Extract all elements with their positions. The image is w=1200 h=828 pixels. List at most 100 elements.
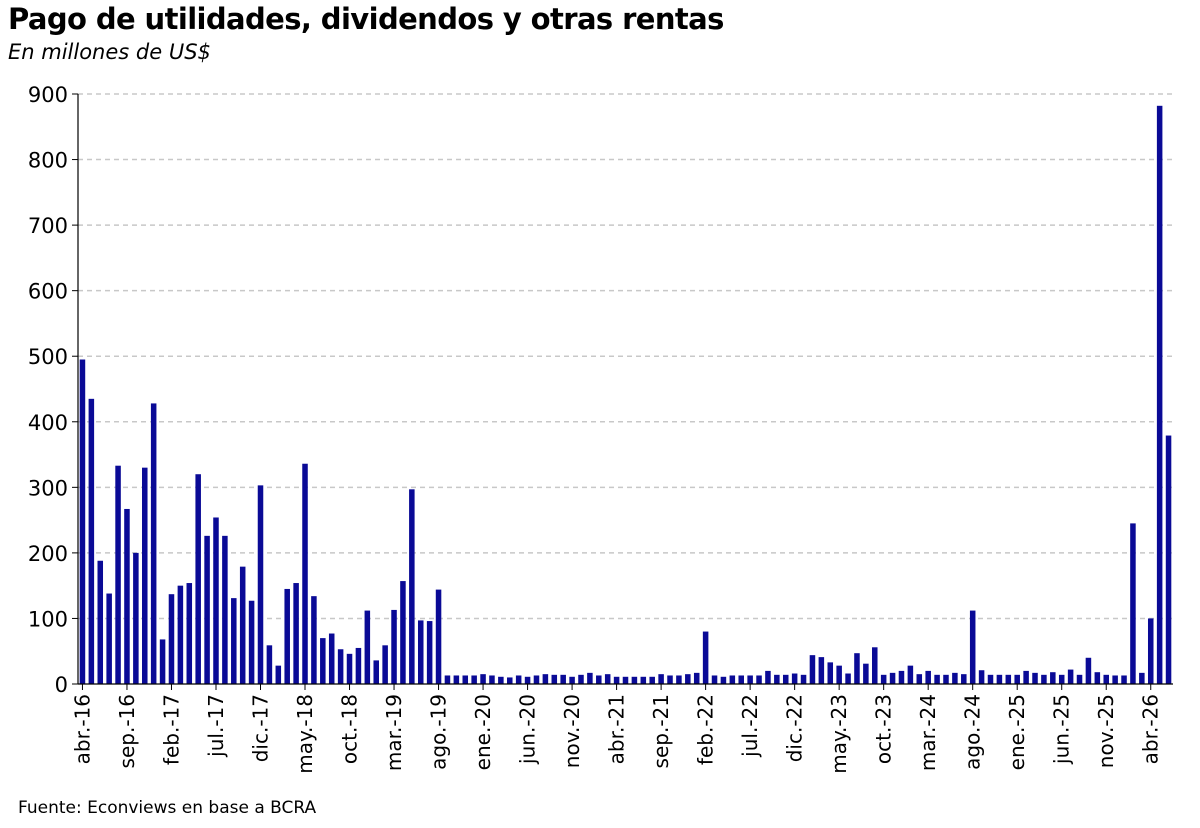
bar [1058, 674, 1065, 684]
bar [889, 672, 896, 684]
x-tick-label: ago.-19 [427, 694, 451, 770]
bar [978, 670, 985, 684]
y-tick-label: 500 [28, 345, 68, 369]
bar [916, 674, 923, 684]
bar [1112, 675, 1118, 684]
bar [845, 673, 851, 684]
bar [1130, 523, 1136, 684]
bar [649, 676, 655, 684]
bar [551, 674, 558, 684]
bar [391, 609, 397, 684]
x-tick-label: may.-23 [827, 694, 851, 774]
x-tick-label: ene.-20 [471, 694, 495, 770]
bar [1147, 618, 1154, 684]
x-tick-label: abr.-21 [605, 694, 629, 764]
bar [952, 672, 958, 684]
bar [150, 403, 157, 684]
chart-subtitle: En millones de US$ [8, 40, 211, 64]
y-tick-label: 800 [28, 149, 68, 173]
bar [1094, 672, 1101, 684]
bar [907, 665, 914, 684]
y-tick-label: 0 [55, 673, 68, 697]
bar [507, 677, 513, 684]
bar [177, 585, 184, 684]
bar [409, 489, 415, 684]
bar [302, 463, 308, 684]
x-tick-label: mar.-19 [382, 694, 406, 771]
x-tick-label: jul.-17 [204, 694, 228, 758]
bar [293, 583, 299, 684]
x-tick-label: feb.-22 [694, 694, 718, 765]
bar [311, 596, 317, 684]
bar [1041, 674, 1047, 684]
bar [569, 676, 575, 684]
bar [613, 676, 620, 684]
bar [444, 675, 451, 684]
y-tick-label: 300 [28, 476, 68, 500]
bar [1005, 674, 1012, 684]
x-tick-label: jun.-20 [516, 694, 540, 765]
bar [373, 660, 379, 684]
x-tick-label: sep.-16 [115, 694, 139, 768]
bar [667, 675, 673, 684]
bar [1014, 674, 1020, 684]
bar [462, 675, 469, 684]
bar [337, 649, 344, 684]
bar [1121, 675, 1127, 684]
bar [426, 621, 433, 684]
bar [756, 675, 762, 684]
bar [747, 675, 753, 684]
x-tick-label: abr.-26 [1139, 694, 1163, 764]
x-tick-label: oct.-23 [872, 694, 896, 764]
bar-chart: 0 100 200 300 400 500 600 700 800 900 abr.-16 sep.… [28, 83, 1173, 774]
bar [738, 675, 744, 684]
bar [587, 672, 593, 684]
bar [791, 673, 798, 684]
bar [195, 474, 201, 684]
bar [168, 594, 175, 684]
bar [676, 675, 682, 684]
x-tick-label: may.-18 [293, 694, 317, 774]
y-tick-label: 600 [28, 280, 68, 304]
x-tick-label: ene.-25 [1005, 694, 1029, 770]
axes [72, 93, 1173, 690]
bar [969, 610, 976, 684]
bar [320, 638, 326, 684]
bar [159, 639, 166, 684]
source-note: Fuente: Econviews en base a BCRA [18, 798, 317, 818]
bar [79, 359, 86, 684]
bar [934, 674, 940, 684]
x-tick-label: jul.-22 [738, 694, 762, 758]
bar [578, 674, 584, 684]
x-tick-label: feb.-17 [159, 694, 183, 765]
bar [533, 675, 540, 684]
bar [720, 676, 727, 684]
bar [809, 655, 816, 684]
x-tick-label: ago.-24 [961, 694, 985, 770]
x-tick-label: sep.-21 [649, 694, 673, 768]
x-tick-label: dic.-22 [783, 694, 807, 762]
bar [1023, 670, 1029, 684]
bar [631, 676, 638, 684]
bar [987, 674, 994, 684]
bar [702, 631, 709, 684]
bar [1050, 672, 1056, 684]
bar [213, 517, 219, 684]
bar [925, 670, 931, 684]
bar [1156, 105, 1163, 685]
bar [1139, 672, 1145, 684]
bar [204, 535, 210, 684]
bar [961, 674, 967, 684]
bar [1076, 674, 1083, 684]
gridlines [78, 93, 1173, 620]
bar [328, 633, 335, 684]
bar [284, 588, 290, 684]
bar [765, 670, 771, 684]
x-tick-labels: abr.-16 sep.-16 feb.-17 jul.-17 dic.-17 may.-… [70, 694, 1162, 774]
bar [693, 672, 700, 684]
bars [79, 105, 1172, 685]
bar [453, 675, 460, 684]
chart-title: Pago de utilidades, dividendos y otras r… [8, 2, 724, 36]
bar [106, 593, 112, 684]
bar [88, 398, 95, 684]
